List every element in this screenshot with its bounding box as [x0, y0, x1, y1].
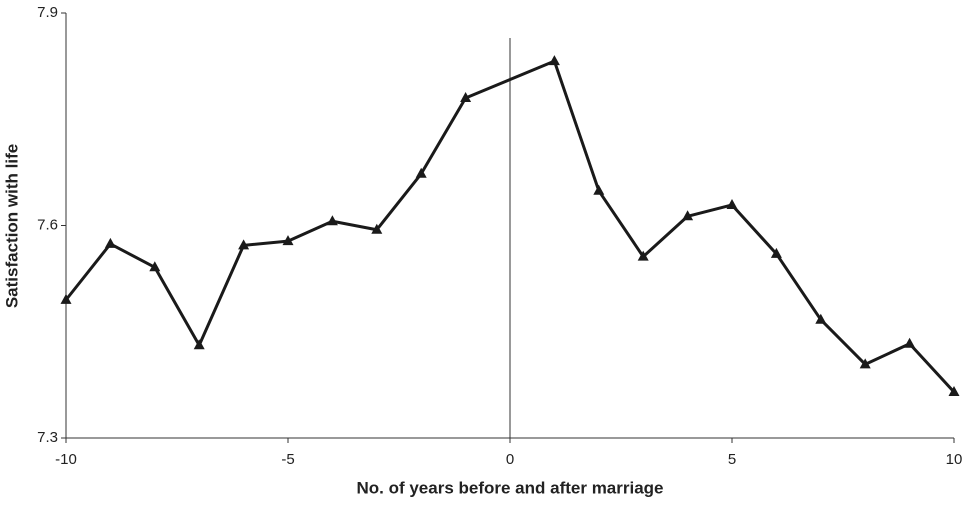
point-marker: [548, 55, 560, 66]
point-marker: [193, 339, 205, 350]
point-marker: [726, 198, 738, 209]
point-marker: [682, 210, 694, 221]
point-marker: [282, 235, 294, 246]
point-marker: [326, 215, 338, 226]
point-marker: [415, 167, 427, 178]
x-tick-label: -5: [281, 451, 294, 468]
x-axis-title: No. of years before and after marriage: [356, 478, 663, 497]
point-marker: [460, 92, 472, 102]
x-tick-label: 5: [728, 451, 736, 468]
point-marker: [948, 385, 960, 396]
point-marker: [593, 184, 605, 195]
point-marker: [60, 293, 72, 304]
point-marker: [149, 261, 161, 272]
point-marker: [637, 250, 649, 261]
point-marker: [859, 358, 871, 369]
point-marker: [371, 223, 383, 234]
x-tick-label: -10: [55, 451, 77, 468]
x-tick-label: 10: [946, 451, 963, 468]
y-tick-label: 7.9: [37, 4, 58, 21]
y-tick-label: 7.3: [37, 429, 58, 446]
y-axis-title: Satisfaction with life: [2, 144, 21, 308]
y-tick-label: 7.6: [37, 216, 58, 233]
point-marker: [104, 237, 116, 248]
point-marker: [238, 239, 250, 250]
point-marker: [815, 313, 827, 324]
series-line: [64, 59, 956, 393]
point-marker: [770, 247, 782, 258]
point-marker: [904, 337, 916, 348]
x-tick-label: 0: [506, 451, 514, 468]
